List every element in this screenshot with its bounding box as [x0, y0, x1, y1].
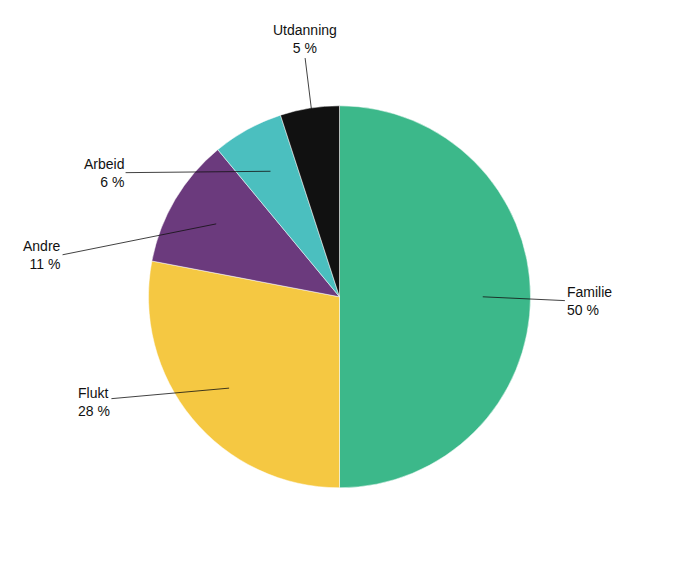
svg-text:Flukt28 %: Flukt28 %: [78, 385, 110, 419]
svg-text:Familie50 %: Familie50 %: [567, 284, 612, 318]
svg-text:Utdanning5 %: Utdanning5 %: [273, 22, 337, 56]
svg-text:Andre11 %: Andre11 %: [23, 238, 61, 272]
svg-text:Arbeid6 %: Arbeid6 %: [84, 156, 124, 190]
